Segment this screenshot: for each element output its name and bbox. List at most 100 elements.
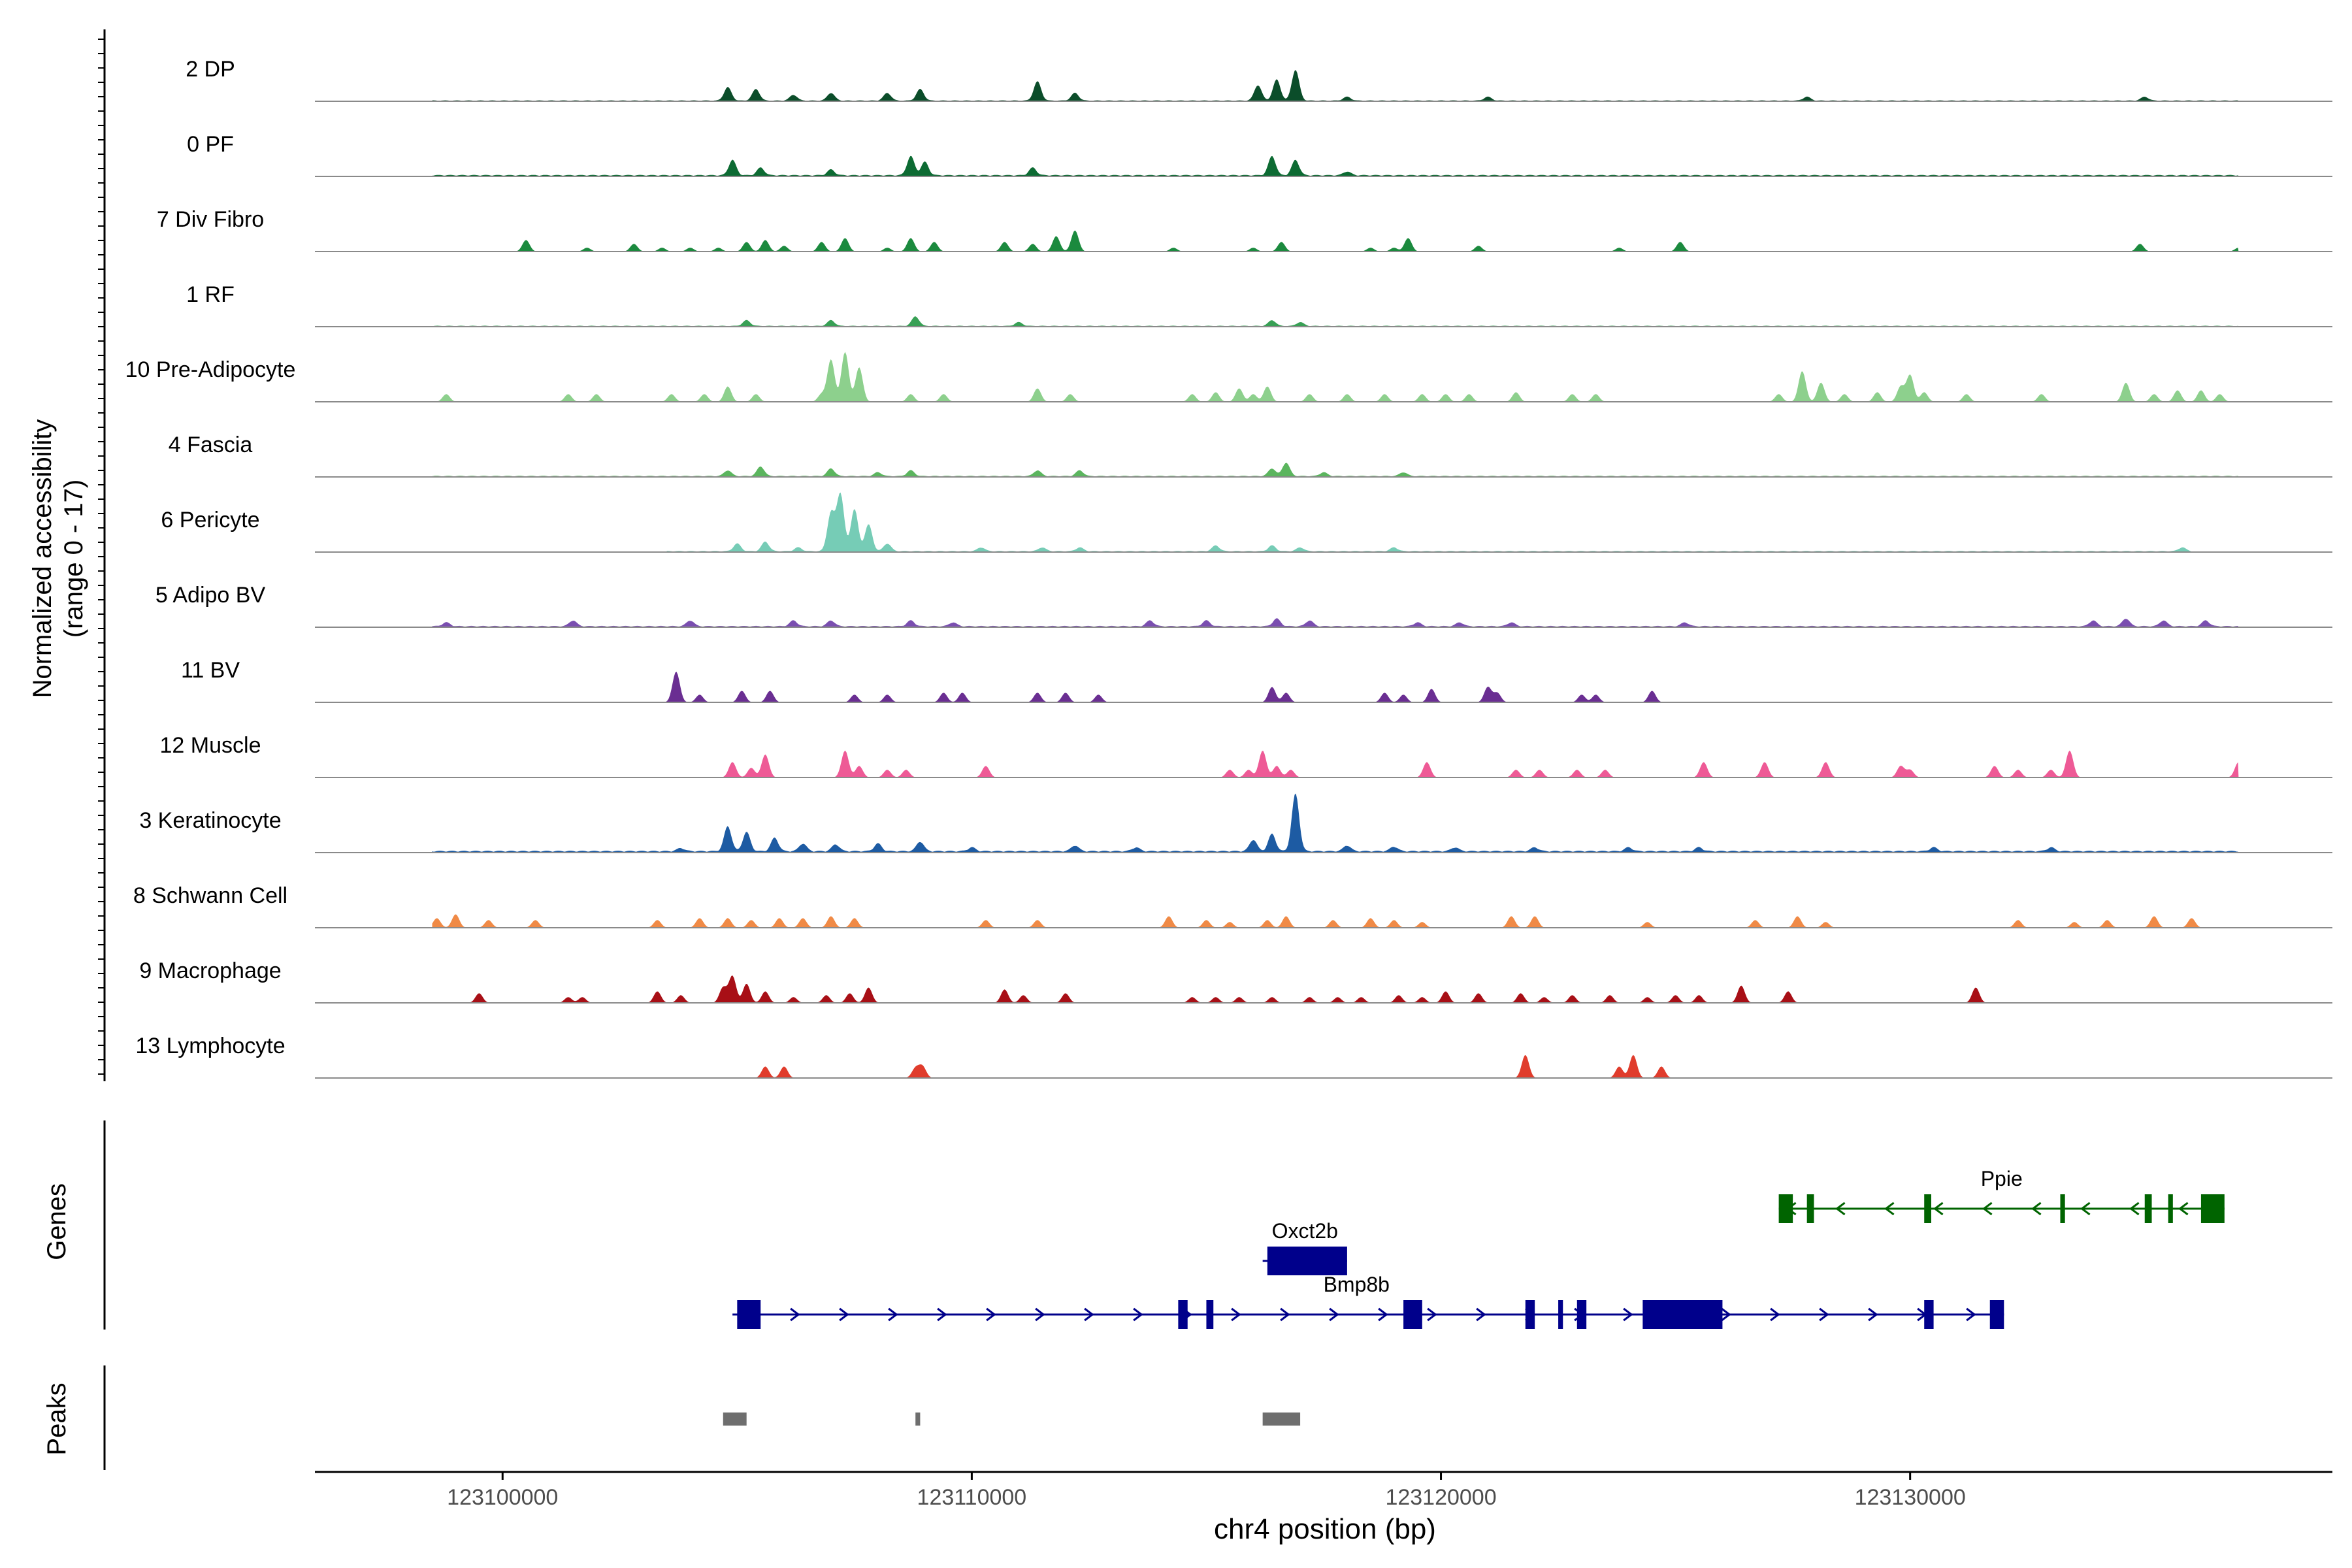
x-tick-label: 123130000 [1855,1485,1966,1510]
strand-arrow [986,1307,996,1322]
coverage-area [432,793,2239,853]
strand-arrow [1133,1307,1143,1322]
gene-exon [1989,1300,2004,1329]
strand-arrow [1966,1307,1976,1322]
gene-name-label: Bmp8b [1324,1273,1390,1296]
gene-exon [1806,1194,1814,1223]
coverage-area [432,70,2239,101]
track-label: 6 Pericyte [161,508,259,532]
track-5-adipo-bv: 5 Adipo BV [155,583,2332,628]
gene-oxct2b: Oxct2b [1262,1219,1347,1275]
strand-arrow [1280,1307,1290,1322]
peak-region [915,1413,921,1426]
strand-arrow [2178,1201,2189,1216]
track-11-bv: 11 BV [181,658,2332,703]
coverage-area [432,351,2239,402]
gene-exon [1403,1300,1422,1329]
gene-exon [1924,1300,1934,1329]
track-2-dp: 2 DP [186,57,2332,102]
gene-exon [1558,1300,1563,1329]
coverage-area [432,750,2239,777]
track-10-pre-adipocyte: 10 Pre-Adipocyte [125,351,2332,402]
strand-arrow [1933,1201,1944,1216]
strand-arrow [2129,1201,2140,1216]
coverage-area [666,492,2192,552]
track-label: 11 BV [181,658,240,683]
track-label: 13 Lymphocyte [135,1034,285,1058]
track-label: 1 RF [186,282,235,307]
strand-arrow [2031,1201,2042,1216]
track-label: 0 PF [187,132,234,157]
track-label: 8 Schwann Cell [133,883,287,908]
track-12-muscle: 12 Muscle [160,733,2332,778]
accessibility-tracks: 2 DP 0 PF 7 Div Fibro 1 RF 10 Pre-Adipocyte 4… [125,57,2332,1079]
track-label: 2 DP [186,57,235,82]
gene-exon [1576,1300,1587,1329]
strand-arrow [1378,1307,1388,1322]
gene-exon [737,1300,761,1329]
strand-arrow [1819,1307,1829,1322]
peak-region [1262,1413,1301,1426]
gene-exon [2144,1194,2152,1223]
coverage-area [432,672,2239,702]
gene-exon [1267,1247,1347,1275]
strand-arrow [839,1307,849,1322]
gene-exon [1525,1300,1535,1329]
strand-arrow [1982,1201,1993,1216]
gene-exon [2168,1194,2173,1223]
strand-arrow [1868,1307,1878,1322]
genes-panel: Genes Ppie Oxct2b Bmp8b [42,1120,2225,1330]
track-4-fascia: 4 Fascia [169,433,2332,478]
coverage-area [432,975,2239,1003]
strand-arrow [1231,1307,1241,1322]
strand-arrow [1721,1307,1731,1322]
x-axis: chr4 position (bp) 123100000 123110000 123… [315,1471,2332,1545]
strand-arrow [1835,1201,1846,1216]
track-label: 10 Pre-Adipocyte [125,357,296,382]
coverage-area [432,155,2239,176]
track-7-div-fibro: 7 Div Fibro [157,207,2332,252]
track-label: 5 Adipo BV [155,583,266,608]
strand-arrow [888,1307,898,1322]
y-axis: Normalized accessibility (range 0 - 17) [28,29,106,1081]
coverage-area [432,914,2239,928]
strand-arrow [1770,1307,1780,1322]
track-label: 7 Div Fibro [157,207,264,232]
track-label: 4 Fascia [169,433,253,457]
strand-arrow [937,1307,947,1322]
track-label: 12 Muscle [160,733,261,758]
x-tick-label: 123100000 [447,1485,558,1510]
track-6-pericyte: 6 Pericyte [161,492,2332,553]
strand-arrow [1035,1307,1045,1322]
gene-exon [1178,1300,1188,1329]
track-1-rf: 1 RF [186,282,2332,327]
x-axis-label: chr4 position (bp) [1214,1513,1436,1545]
gene-exon [1206,1300,1214,1329]
peak-region [723,1413,747,1426]
track-label: 3 Keratinocyte [139,808,281,833]
track-label: 9 Macrophage [139,958,281,983]
coverage-area [432,316,2239,327]
strand-arrow [790,1307,800,1322]
track-8-schwann-cell: 8 Schwann Cell [133,883,2332,928]
x-tick-label: 123110000 [917,1485,1027,1510]
y-axis-label-range: (range 0 - 17) [59,480,88,638]
track-3-keratinocyte: 3 Keratinocyte [139,793,2332,853]
gene-exon [1924,1194,1931,1223]
peaks-panel: Peaks [42,1365,1301,1470]
genes-panel-label: Genes [42,1183,71,1260]
gene-bmp8b: Bmp8b [732,1273,2004,1329]
gene-exon [2200,1194,2225,1223]
strand-arrow [1084,1307,1094,1322]
gene-exon [1642,1300,1723,1329]
strand-arrow [1329,1307,1339,1322]
coverage-area [432,618,2239,627]
strand-arrow [1884,1201,1895,1216]
track-13-lymphocyte: 13 Lymphocyte [135,1034,2332,1079]
x-tick-label: 123120000 [1385,1485,1496,1510]
strand-arrow [2080,1201,2091,1216]
strand-arrow [1623,1307,1633,1322]
gene-ppie: Ppie [1778,1167,2225,1223]
track-9-macrophage: 9 Macrophage [139,958,2332,1004]
